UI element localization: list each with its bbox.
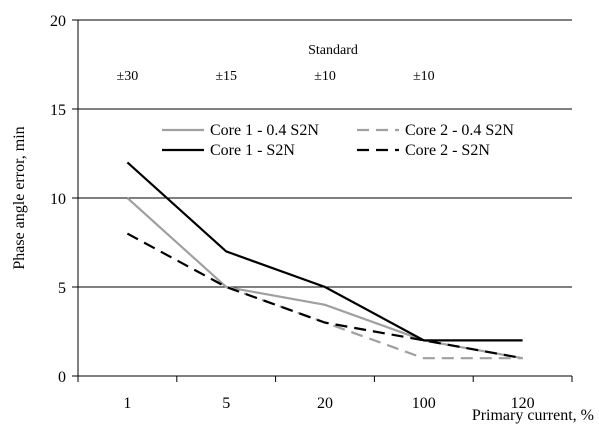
legend-label-0: Core 1 - 0.4 S2N <box>210 122 319 139</box>
standard-value-20: ±10 <box>314 69 336 84</box>
y-tick-label-5: 5 <box>58 280 66 297</box>
standard-value-100: ±10 <box>413 69 435 84</box>
legend-label-2: Core 1 - S2N <box>210 142 295 159</box>
x-tick-label-120: 120 <box>511 395 535 412</box>
legend: Core 1 - 0.4 S2N Core 2 - 0.4 S2N Core 1 -… <box>162 122 514 159</box>
legend-label-1: Core 2 - 0.4 S2N <box>405 122 514 139</box>
x-tick-label-1: 1 <box>123 395 131 412</box>
series-line-2 <box>126 161 523 342</box>
series-line-1 <box>225 285 523 360</box>
series-line-0 <box>126 197 523 360</box>
standard-value-5: ±15 <box>215 69 237 84</box>
y-axis-label: Phase angle error, min <box>11 126 28 269</box>
y-ticks: 0 5 10 15 20 <box>50 13 78 386</box>
x-tick-label-5: 5 <box>222 395 230 412</box>
series <box>126 161 523 360</box>
x-tick-label-20: 20 <box>317 395 333 412</box>
series-line-3 <box>126 232 523 360</box>
standard-label: Standard <box>308 43 358 58</box>
x-axis-label: Primary current, % <box>472 407 594 424</box>
y-tick-label-10: 10 <box>50 191 66 208</box>
y-tick-label-20: 20 <box>50 13 66 30</box>
y-tick-label-15: 15 <box>50 102 66 119</box>
standard-values: ±30 ±15 ±10 ±10 <box>117 69 435 84</box>
y-tick-label-0: 0 <box>58 369 66 386</box>
standard-value-1: ±30 <box>117 69 139 84</box>
x-ticks: 1 5 20 100 120 <box>77 376 573 412</box>
x-tick-label-100: 100 <box>412 395 436 412</box>
legend-label-3: Core 2 - S2N <box>405 142 490 159</box>
